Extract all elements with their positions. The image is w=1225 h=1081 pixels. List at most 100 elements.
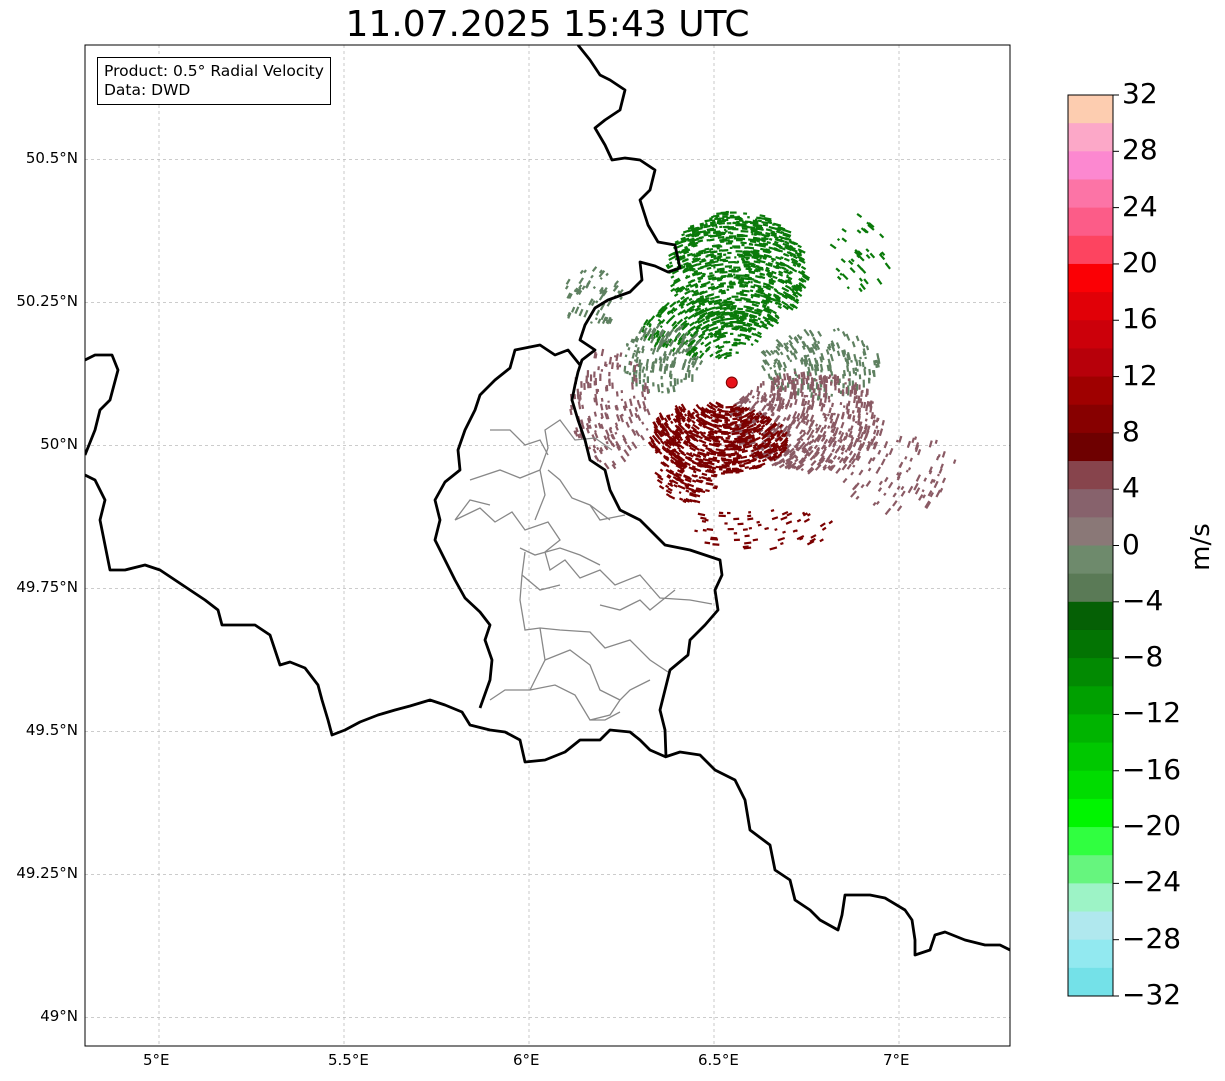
velocity-pixel [718,449,726,452]
velocity-pixel [850,359,853,363]
velocity-pixel [647,441,654,448]
velocity-pixel [802,377,805,386]
velocity-pixel [836,375,840,384]
velocity-pixel [818,424,822,428]
velocity-pixel [822,403,826,407]
velocity-pixel [692,257,695,261]
velocity-pixel [743,212,748,215]
velocity-pixel [702,421,708,426]
velocity-pixel [728,455,732,458]
velocity-pixel [619,352,623,358]
velocity-pixel [862,348,867,356]
velocity-pixel [860,227,868,234]
velocity-pixel [700,341,705,346]
velocity-pixel [651,327,656,334]
velocity-pixel [625,343,629,347]
velocity-pixel [714,217,721,221]
velocity-pixel [742,528,748,531]
colorbar-swatch [1068,629,1113,659]
velocity-pixel [796,535,805,541]
velocity-pixel [748,409,756,416]
velocity-pixel [687,327,694,333]
velocity-pixel [892,492,897,498]
velocity-pixel [699,259,707,264]
velocity-pixel [759,412,763,416]
velocity-pixel [799,429,804,435]
velocity-pixel [753,224,762,228]
velocity-pixel [798,256,804,261]
velocity-pixel [818,454,825,462]
velocity-pixel [732,314,740,317]
velocity-pixel [752,450,760,455]
velocity-pixel [709,272,713,275]
velocity-pixel [750,280,753,284]
velocity-pixel [803,362,808,367]
velocity-pixel [793,465,797,470]
velocity-pixel [860,340,865,346]
velocity-pixel [671,448,675,452]
velocity-pixel [712,296,715,300]
velocity-pixel [796,264,801,268]
velocity-pixel [711,286,719,291]
velocity-pixel [733,342,741,345]
velocity-pixel [858,439,862,443]
velocity-pixel [687,232,696,238]
velocity-pixel [868,368,872,376]
colorbar [1067,94,1119,997]
velocity-pixel [783,252,790,258]
velocity-pixel [811,343,816,350]
velocity-pixel [769,422,774,427]
velocity-pixel [764,216,772,221]
y-tick-label: 49°N [40,1007,78,1026]
velocity-pixel [714,418,723,423]
velocity-pixel [578,284,583,290]
velocity-pixel [685,262,690,266]
velocity-pixel [819,426,825,433]
velocity-pixel [760,320,764,324]
velocity-pixel [728,235,737,238]
velocity-pixel [859,356,862,360]
velocity-pixel [802,341,807,348]
velocity-pixel [800,391,804,397]
velocity-pixel [698,249,706,254]
velocity-pixel [696,323,702,329]
velocity-pixel [656,448,663,455]
velocity-pixel [776,421,781,427]
velocity-pixel [738,395,745,402]
velocity-pixel [760,397,765,404]
velocity-pixel [772,428,777,432]
velocity-pixel [815,446,821,452]
velocity-pixel [643,373,646,378]
velocity-pixel [738,409,745,415]
velocity-pixel [755,304,759,308]
velocity-pixel [867,467,872,472]
velocity-pixel [760,414,765,420]
velocity-pixel [830,393,833,397]
velocity-pixel [701,303,706,307]
velocity-pixel [803,354,809,363]
velocity-pixel [753,415,758,420]
velocity-pixel [744,458,751,463]
velocity-pixel [754,292,761,297]
velocity-pixel [704,261,713,266]
velocity-pixel [768,237,773,241]
velocity-pixel [722,213,729,216]
velocity-pixel [740,398,746,403]
velocity-pixel [673,286,680,292]
velocity-pixel [783,257,790,262]
velocity-pixel [876,353,880,360]
velocity-pixel [661,306,668,314]
velocity-pixel [682,268,688,273]
velocity-pixel [744,283,749,287]
velocity-pixel [883,492,887,497]
velocity-pixel [749,453,754,458]
velocity-pixel [595,309,601,316]
velocity-pixel [700,324,709,331]
velocity-pixel [700,225,704,229]
velocity-pixel [873,441,879,450]
velocity-pixel [668,339,675,347]
velocity-pixel [840,444,846,451]
velocity-pixel [647,333,653,341]
velocity-pixel [842,458,847,463]
velocity-pixel [800,438,804,442]
